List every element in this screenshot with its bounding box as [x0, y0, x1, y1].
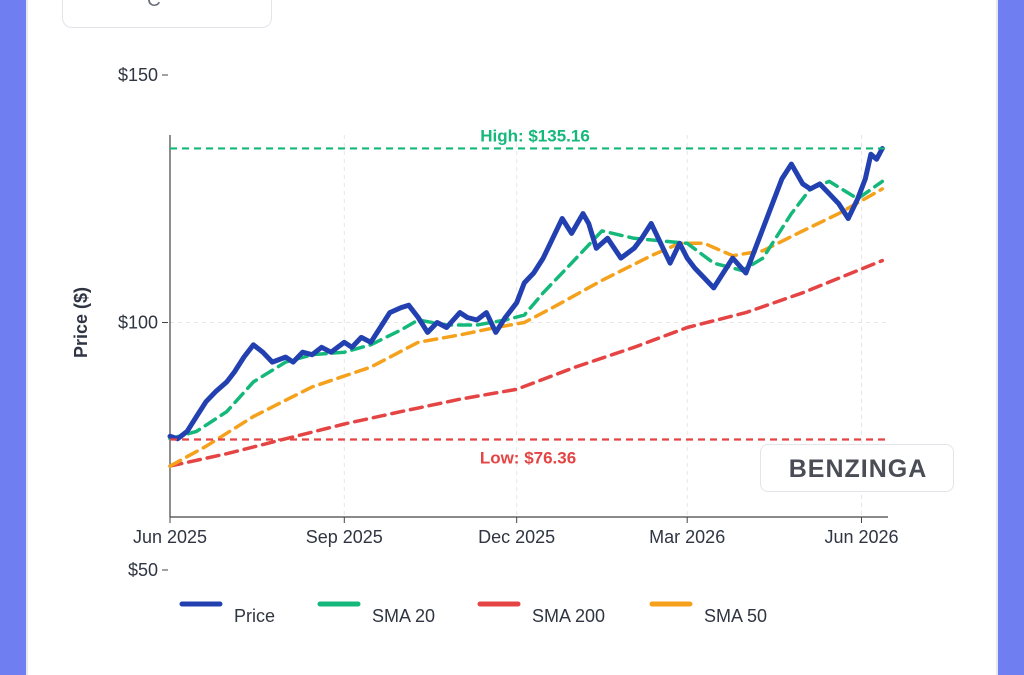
x-tick-label: Mar 2026: [649, 527, 725, 547]
y-tick-label: $100: [118, 313, 158, 333]
y-tick-label: $50: [128, 560, 158, 580]
ticker-input[interactable]: C: [62, 0, 272, 28]
legend-item-sma-20: SMA 20: [317, 601, 435, 626]
series-line-sma-20: [168, 179, 885, 441]
chart-axes: Jun 2025 Sep 2025 Dec 2025 Mar 2026 Jun 2026…: [71, 65, 899, 580]
series-line-sma-200: [168, 258, 885, 468]
low-label: Low: $76.36: [480, 449, 576, 468]
ticker-text: C: [147, 0, 161, 11]
x-tick-label: Sep 2025: [306, 527, 383, 547]
series-line-sma-50: [168, 187, 885, 468]
benzinga-logo: BENZINGA: [760, 444, 954, 492]
x-tick-label: Dec 2025: [478, 527, 555, 547]
chart-legend[interactable]: Price SMA 20 SMA 200 SMA 50: [179, 601, 767, 626]
y-axis-label: Price ($): [71, 287, 91, 358]
high-label: High: $135.16: [480, 126, 590, 145]
legend-label: SMA 20: [372, 606, 435, 626]
legend-item-price: Price: [179, 601, 275, 626]
legend-item-sma-50: SMA 50: [649, 601, 767, 626]
benzinga-logo-text: BENZINGA: [788, 455, 928, 483]
legend-item-sma-200: SMA 200: [477, 601, 605, 626]
series-line-price: [167, 146, 885, 442]
legend-label: SMA 200: [532, 606, 605, 626]
x-tick-label: Jun 2026: [824, 527, 898, 547]
y-tick-label: $150: [118, 65, 158, 85]
legend-label: SMA 50: [704, 606, 767, 626]
chart-card: [26, 0, 998, 675]
chart-series: [167, 146, 885, 468]
x-tick-label: Jun 2025: [133, 527, 207, 547]
chart-annotations: High: $135.16 Low: $76.36: [170, 126, 888, 468]
legend-label: Price: [234, 606, 275, 626]
